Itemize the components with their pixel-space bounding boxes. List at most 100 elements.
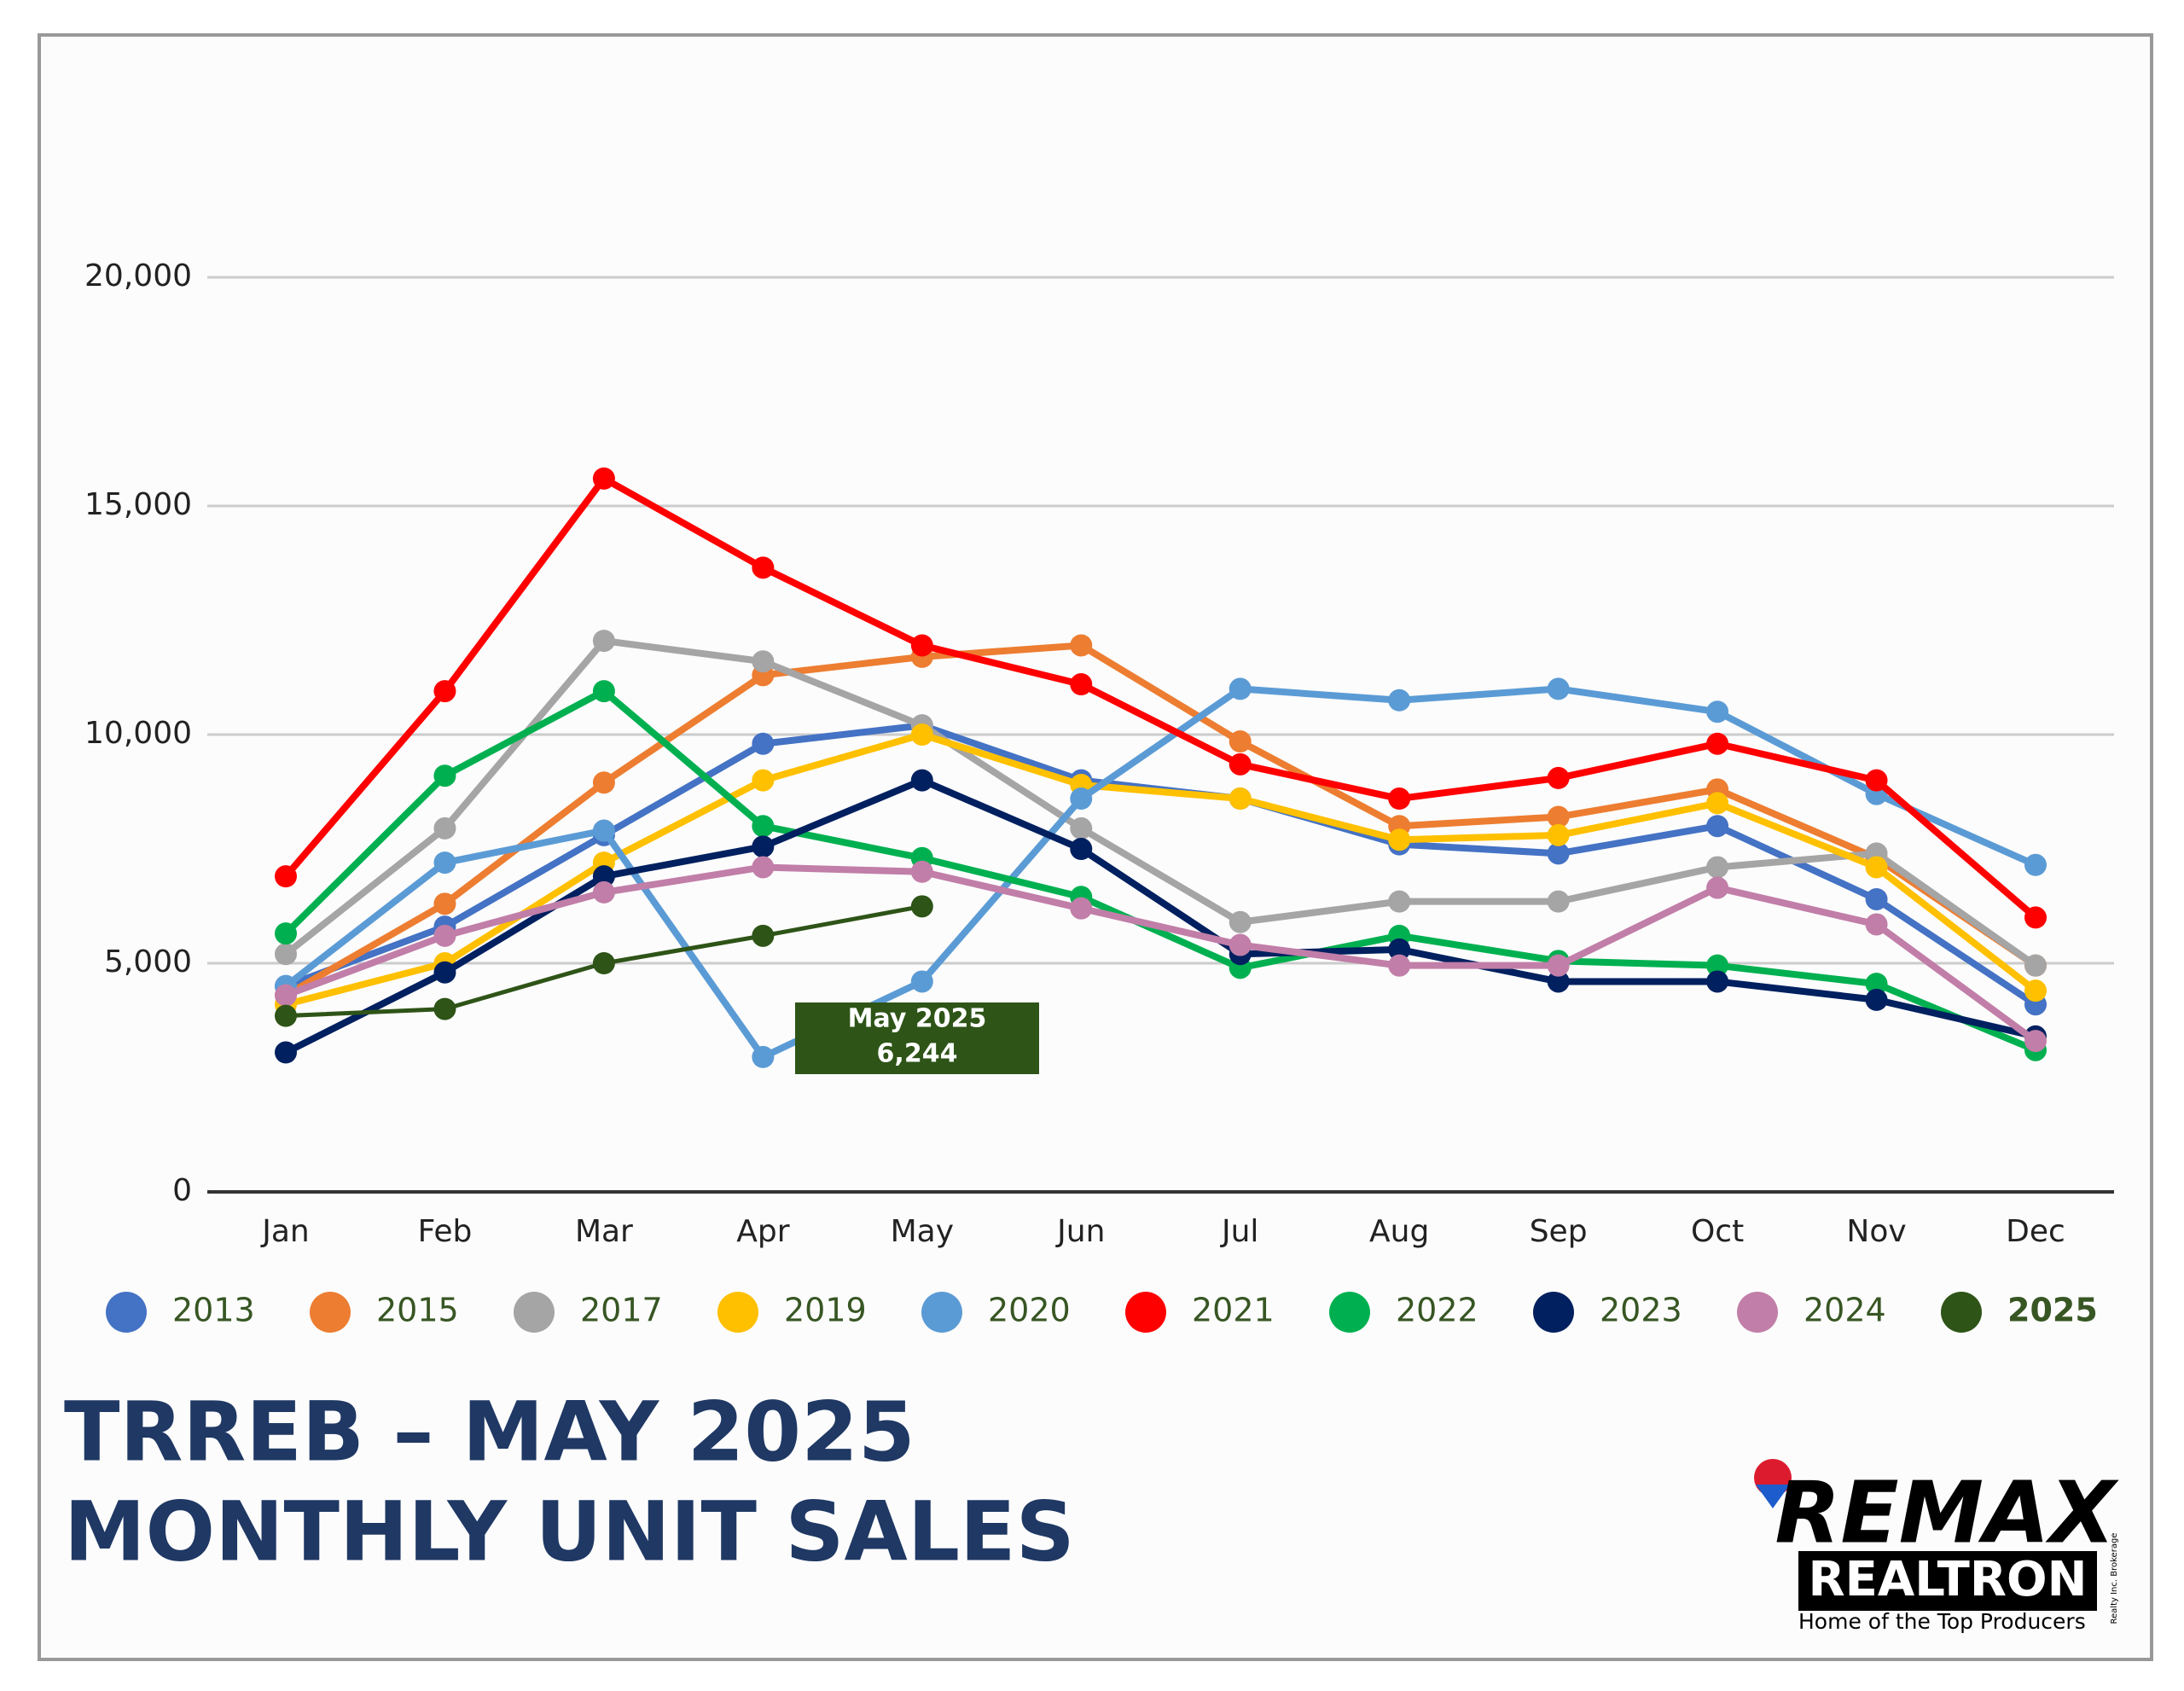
point xyxy=(1706,700,1729,723)
legend-label: 2022 xyxy=(1396,1292,1478,1329)
point xyxy=(1706,876,1729,899)
x-tick-label: Jan xyxy=(260,1214,310,1249)
point xyxy=(1865,913,1888,936)
point xyxy=(1388,828,1411,851)
point xyxy=(1228,753,1252,776)
point xyxy=(910,634,933,657)
point xyxy=(1706,970,1729,993)
point xyxy=(910,769,933,792)
series-line xyxy=(282,474,2038,921)
series xyxy=(275,677,2047,1068)
legend-label: 2024 xyxy=(1804,1292,1886,1329)
point xyxy=(1070,838,1093,860)
point xyxy=(2024,954,2047,977)
point xyxy=(1388,938,1411,961)
legend-swatch xyxy=(1125,1292,1166,1333)
point xyxy=(752,732,775,755)
point xyxy=(1547,842,1570,865)
series xyxy=(275,856,2047,1053)
point xyxy=(592,819,615,842)
point xyxy=(275,984,297,1007)
point xyxy=(1070,634,1093,657)
legend-swatch xyxy=(106,1292,147,1333)
series xyxy=(275,895,933,1027)
legend-label: 2021 xyxy=(1192,1292,1275,1329)
point xyxy=(1547,677,1570,700)
point xyxy=(1388,689,1411,712)
point xyxy=(275,1041,297,1064)
point xyxy=(2024,853,2047,876)
point xyxy=(433,816,456,840)
point xyxy=(1228,910,1252,933)
point xyxy=(1070,787,1093,811)
point xyxy=(592,467,615,490)
logo-balloon-base xyxy=(1756,1485,1790,1508)
series-line xyxy=(284,642,2038,998)
legend-label: 2017 xyxy=(580,1292,663,1329)
y-tick-label: 15,000 xyxy=(84,487,192,522)
annotation-value: 6,244 xyxy=(877,1039,958,1069)
series xyxy=(275,630,2047,977)
point xyxy=(752,856,775,879)
x-tick-label: Jun xyxy=(1055,1214,1105,1249)
logo: REMAX REALTRON Realty Inc. Brokerage Hom… xyxy=(1754,1459,2120,1634)
point xyxy=(1547,823,1570,846)
point xyxy=(2024,979,2047,1002)
point xyxy=(1865,887,1888,910)
series-line xyxy=(284,731,2038,1008)
point xyxy=(752,650,775,673)
point xyxy=(592,680,615,703)
point xyxy=(1388,787,1411,811)
legend-label: 2020 xyxy=(988,1292,1071,1329)
point xyxy=(1865,988,1888,1011)
series-line xyxy=(284,776,2036,1056)
point xyxy=(1706,856,1729,879)
point xyxy=(752,924,775,947)
chart-subtitle: MONTHLY UNIT SALES xyxy=(64,1484,1075,1579)
point xyxy=(433,892,456,915)
point xyxy=(433,961,456,984)
point xyxy=(1070,897,1093,920)
point xyxy=(1865,973,1888,996)
annotation-text: May 2025 xyxy=(848,1004,987,1034)
x-tick-label: Apr xyxy=(736,1214,789,1249)
point xyxy=(275,922,297,945)
point xyxy=(1865,856,1888,879)
series xyxy=(275,680,2047,1061)
legend-swatch xyxy=(717,1292,758,1333)
legend-label: 2013 xyxy=(172,1292,255,1329)
point xyxy=(1706,954,1729,977)
point xyxy=(1547,766,1570,789)
legend-swatch xyxy=(310,1292,351,1333)
series-line xyxy=(283,685,2037,1061)
y-tick-label: 20,000 xyxy=(84,259,192,293)
legend-swatch xyxy=(921,1292,962,1333)
point xyxy=(592,865,615,888)
point xyxy=(433,924,456,947)
point xyxy=(592,880,615,904)
point xyxy=(275,865,297,888)
point xyxy=(1228,933,1252,956)
point xyxy=(1706,732,1729,755)
x-tick-label: Sep xyxy=(1530,1214,1588,1249)
point xyxy=(1228,787,1252,811)
point xyxy=(433,680,456,703)
point xyxy=(2024,906,2047,929)
point xyxy=(2024,1030,2047,1053)
point xyxy=(910,723,933,746)
logo-fine-print: Realty Inc. Brokerage xyxy=(2110,1533,2119,1624)
x-tick-label: Jul xyxy=(1220,1214,1258,1249)
point xyxy=(433,997,456,1020)
point xyxy=(910,970,933,993)
point xyxy=(1706,792,1729,815)
series-line xyxy=(283,688,2037,1054)
point xyxy=(275,943,297,966)
frame xyxy=(38,33,2153,1661)
point xyxy=(592,771,615,794)
legend-swatch xyxy=(1737,1292,1778,1333)
chart-title: TRREB – MAY 2025 xyxy=(64,1384,915,1479)
x-tick-label: Mar xyxy=(575,1214,633,1249)
series xyxy=(275,467,2047,929)
x-tick-label: Feb xyxy=(418,1214,473,1249)
logo-brand: REMAX xyxy=(1774,1462,2119,1562)
